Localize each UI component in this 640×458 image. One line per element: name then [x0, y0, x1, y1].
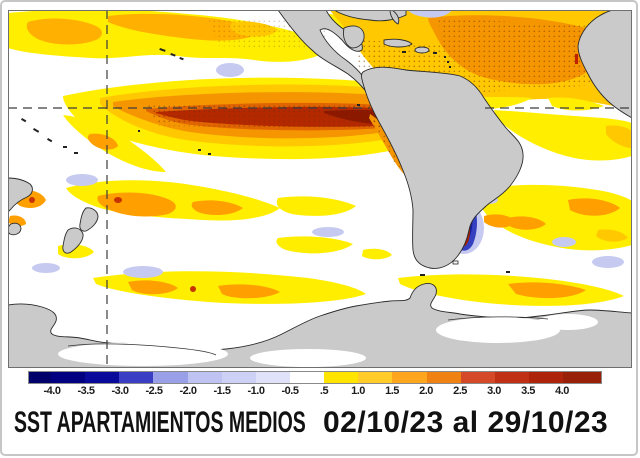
- colorbar-tick-label: 2.5: [453, 385, 467, 397]
- colorbar-tick-label: -1.5: [213, 385, 231, 397]
- colorbar-segment: [563, 372, 602, 383]
- colorbar-segment: [494, 372, 529, 383]
- colorbar-segment: [51, 372, 86, 383]
- colorbar-segment: [221, 372, 256, 383]
- colorbar-segment: [324, 372, 359, 383]
- landmasses: [8, 10, 632, 368]
- colorbar-segment: [153, 372, 188, 383]
- colorbar-tick-label: -1.0: [247, 385, 265, 397]
- colorbar-tick-label: -2.5: [145, 385, 163, 397]
- colorbar-segment: [358, 372, 393, 383]
- new-zealand-landmass: [79, 207, 99, 232]
- caption-title: SST APARTAMIENTOS MEDIOS: [14, 406, 306, 439]
- sst-anomaly-map: [8, 10, 632, 368]
- colorbar-segment: [187, 372, 222, 383]
- map-frame: [8, 10, 632, 368]
- colorbar-tick-label: -3.5: [77, 385, 95, 397]
- colorbar-tick-label: -2.0: [179, 385, 197, 397]
- colorbar: [28, 371, 602, 384]
- colorbar-segment: [119, 372, 154, 383]
- colorbar-tick-label: -0.5: [281, 385, 299, 397]
- colorbar-tick-label: .5: [319, 385, 329, 397]
- colorbar-segment: [528, 372, 564, 383]
- colorbar-tick-label: 1.5: [385, 385, 399, 397]
- colorbar-tick-label: 3.5: [521, 385, 535, 397]
- colorbar-segment: [255, 372, 290, 383]
- colorbar-tick-label: 2.0: [419, 385, 433, 397]
- colorbar-segment: [426, 372, 461, 383]
- colorbar-segment: [392, 372, 427, 383]
- colorbar-tick-label: 1.0: [351, 385, 365, 397]
- south-america-landmass: [361, 66, 524, 269]
- gridlines: [8, 10, 632, 368]
- colorbar-segment: [85, 372, 120, 383]
- australia-landmass: [8, 177, 33, 213]
- colorbar-tick-label: -4.0: [43, 385, 61, 397]
- africa-landmass: [577, 10, 632, 119]
- colorbar-tick-label: 4.0: [555, 385, 569, 397]
- island-specks: [21, 48, 578, 276]
- caption-date-range: 02/10/23 al 29/10/23: [323, 406, 609, 439]
- colorbar-tick-label: -3.0: [111, 385, 129, 397]
- colorbar-segment: [289, 372, 325, 383]
- colorbar-tick-label: 3.0: [487, 385, 501, 397]
- colorbar-segment: [29, 372, 51, 383]
- map-panel: [8, 10, 632, 368]
- antarctic-ice-shelves: [58, 314, 598, 367]
- colorbar-tick-labels: -4.0 -3.5 -3.0 -2.5 -2.0 -1.5 -1.0 -0.5 .5 1.0 1.5…: [28, 385, 602, 398]
- colorbar-segment: [460, 372, 495, 383]
